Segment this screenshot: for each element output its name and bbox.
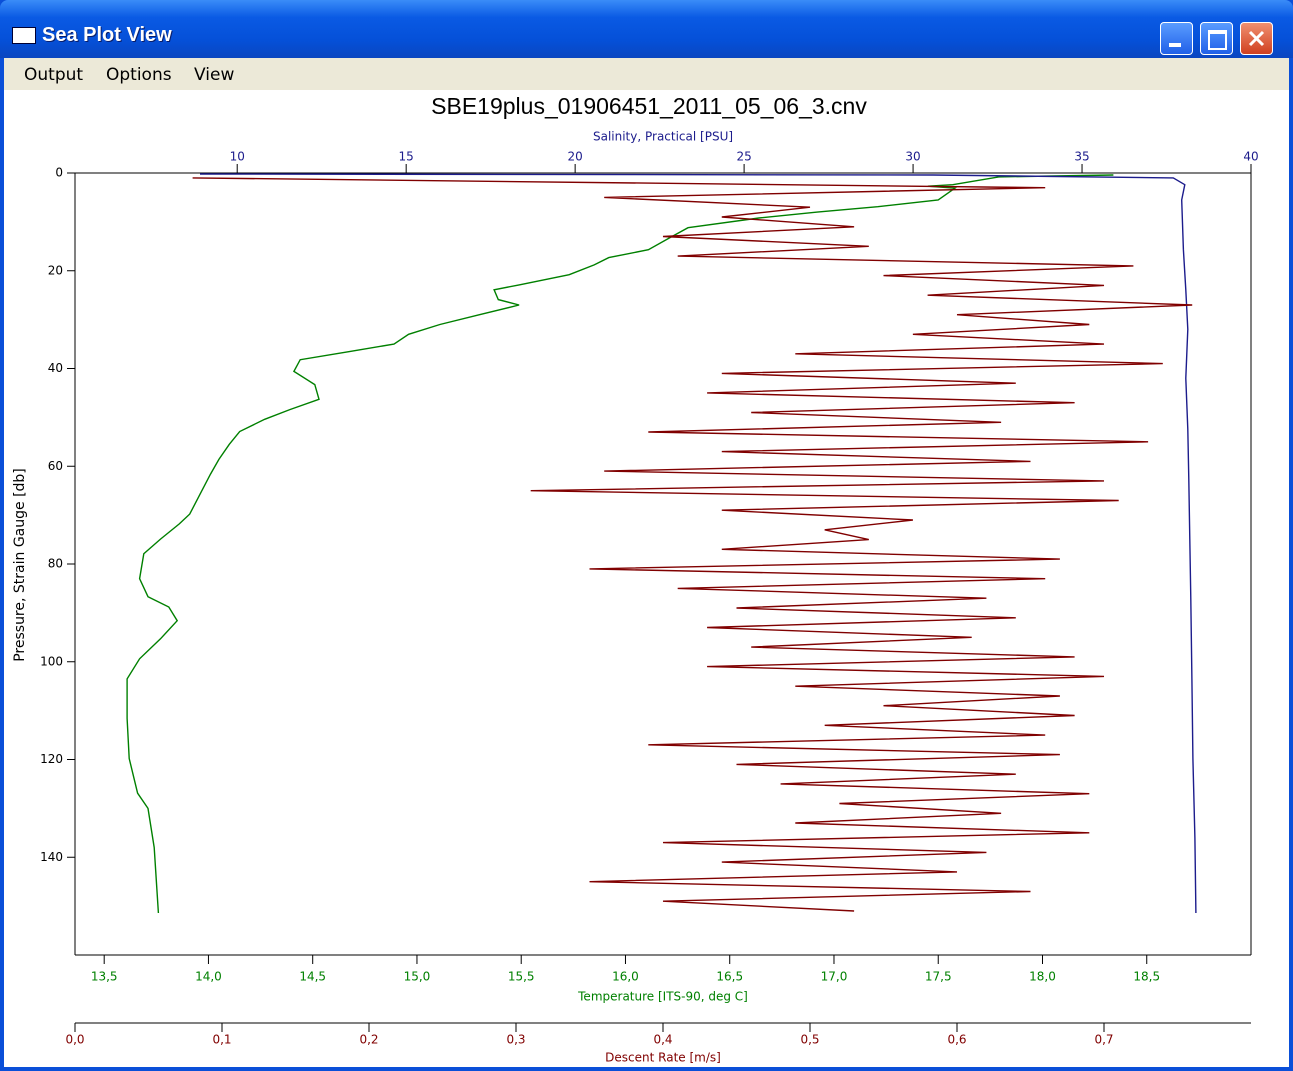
y-tick-label: 60 [48,459,63,473]
minimize-button[interactable] [1160,22,1193,55]
plot-area: SBE19plus_01906451_2011_05_06_3.cnv Pres… [4,90,1289,1067]
close-icon [1248,30,1265,47]
menu-item[interactable]: View [194,65,235,85]
x-tick-label: 0,5 [800,1033,819,1047]
y-axis-title: Pressure, Strain Gauge [db] [12,468,28,662]
x-tick-label: 13,5 [91,970,118,984]
x-tick-label: 25 [736,150,751,164]
x-tick-label: 15 [399,150,414,164]
x-tick-label: 16,5 [716,970,743,984]
x-tick-label: 14,0 [195,970,222,984]
y-tick-label: 40 [48,361,63,375]
x-tick-label: 18,0 [1029,970,1056,984]
x-tick-label: 10 [230,150,245,164]
x-tick-label: 15,5 [508,970,535,984]
y-tick-label: 20 [48,263,63,277]
x-tick-label: 0,2 [359,1033,378,1047]
x-tick-label: 0,1 [212,1033,231,1047]
x-axis-title: Descent Rate [m/s] [605,1051,721,1065]
maximize-button[interactable] [1200,22,1233,55]
x-axis-title: Temperature [ITS-90, deg C] [577,990,748,1004]
window-title: Sea Plot View [42,24,172,46]
y-tick-label: 140 [40,850,63,864]
x-tick-label: 20 [567,150,582,164]
series-line [192,177,1193,912]
y-tick-label: 0 [55,166,63,180]
series-line [126,174,1114,914]
x-tick-label: 15,0 [404,970,431,984]
x-tick-label: 18,5 [1133,970,1160,984]
menu-bar: Output Options View [4,58,1289,90]
y-tick-label: 100 [40,654,63,668]
x-tick-label: 0,3 [506,1033,525,1047]
series-line [199,173,1197,914]
x-tick-label: 16,0 [612,970,639,984]
menu-item[interactable]: Options [106,65,172,85]
x-tick-label: 0,7 [1094,1033,1113,1047]
close-button[interactable] [1240,22,1273,55]
x-tick-label: 0,0 [65,1033,84,1047]
x-tick-label: 30 [905,150,920,164]
x-tick-label: 0,6 [947,1033,966,1047]
y-tick-label: 80 [48,557,63,571]
chart: SBE19plus_01906451_2011_05_06_3.cnv Pres… [12,93,1259,1065]
x-tick-label: 35 [1074,150,1089,164]
y-tick-label: 120 [40,752,63,766]
x-tick-label: 14,5 [299,970,326,984]
x-tick-label: 17,0 [821,970,848,984]
x-tick-label: 40 [1243,150,1258,164]
x-tick-label: 17,5 [925,970,952,984]
x-axis-title: Salinity, Practical [PSU] [593,130,733,144]
app-icon [12,27,36,44]
x-tick-label: 0,4 [653,1033,672,1047]
title-bar: Sea Plot View [0,0,1293,58]
chart-title: SBE19plus_01906451_2011_05_06_3.cnv [431,93,867,119]
menu-item[interactable]: Output [24,65,84,85]
